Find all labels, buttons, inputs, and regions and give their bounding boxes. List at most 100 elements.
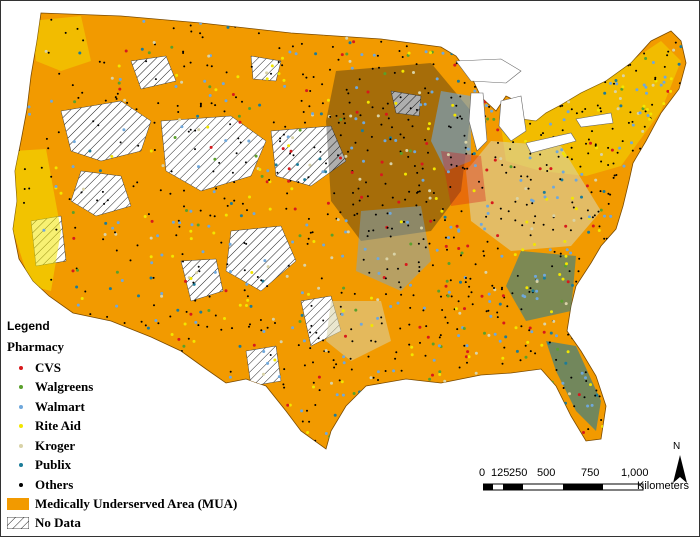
pharmacy-point — [149, 149, 153, 153]
pharmacy-point — [634, 349, 636, 352]
pharmacy-point — [504, 91, 506, 94]
pharmacy-point — [551, 265, 554, 268]
pharmacy-point — [183, 205, 185, 208]
pharmacy-point — [420, 162, 424, 166]
pharmacy-point — [574, 88, 577, 92]
pharmacy-point — [114, 231, 116, 234]
pharmacy-point — [662, 116, 665, 119]
pharmacy-point — [573, 405, 576, 408]
pharmacy-point — [147, 51, 151, 55]
pharmacy-point — [640, 179, 643, 182]
pharmacy-point — [677, 240, 680, 243]
pharmacy-point — [157, 102, 160, 105]
pharmacy-point — [524, 187, 528, 191]
pharmacy-point — [665, 259, 668, 262]
pharmacy-point — [425, 36, 427, 39]
pharmacy-point — [357, 187, 360, 190]
pharmacy-point — [199, 209, 202, 212]
pharmacy-point — [110, 155, 114, 158]
pharmacy-point — [446, 321, 449, 324]
pharmacy-point — [542, 276, 546, 280]
legend-label: Walgreens — [35, 379, 94, 395]
pharmacy-point — [525, 16, 528, 19]
pharmacy-point — [98, 60, 101, 63]
pharmacy-point — [673, 214, 677, 218]
pharmacy-point — [483, 331, 486, 335]
pharmacy-point — [341, 309, 345, 313]
pharmacy-point — [616, 151, 619, 154]
pharmacy-point — [263, 259, 267, 263]
pharmacy-point — [423, 102, 427, 106]
pharmacy-point — [396, 411, 399, 414]
pharmacy-point — [23, 201, 25, 204]
pharmacy-point — [572, 55, 575, 57]
pharmacy-point — [281, 64, 284, 67]
pharmacy-point — [208, 295, 211, 298]
pharmacy-point — [524, 344, 527, 347]
pharmacy-point — [641, 168, 644, 172]
pharmacy-point — [572, 218, 576, 222]
pharmacy-point — [401, 400, 404, 403]
pharmacy-point — [543, 377, 546, 380]
pharmacy-point — [509, 405, 513, 409]
pharmacy-point — [578, 305, 582, 308]
pharmacy-point — [404, 172, 407, 176]
pharmacy-point — [346, 416, 349, 419]
pharmacy-point — [363, 247, 367, 251]
pharmacy-point — [80, 191, 83, 194]
pharmacy-point — [542, 132, 544, 135]
pharmacy-point — [575, 26, 578, 29]
pharmacy-point — [192, 282, 196, 286]
pharmacy-point — [668, 436, 672, 440]
pharmacy-point — [352, 203, 355, 206]
pharmacy-point — [375, 393, 379, 397]
pharmacy-point — [140, 320, 143, 323]
pharmacy-point — [568, 436, 572, 440]
pharmacy-point — [371, 67, 374, 70]
pharmacy-point — [183, 65, 186, 68]
pharmacy-point — [548, 341, 551, 344]
pharmacy-point — [281, 147, 285, 151]
pharmacy-point — [114, 96, 117, 99]
pharmacy-point — [520, 42, 524, 46]
pharmacy-point — [653, 386, 657, 390]
pharmacy-point — [322, 339, 325, 342]
pharmacy-point — [92, 120, 95, 123]
pharmacy-point — [413, 413, 416, 416]
pharmacy-point — [247, 139, 251, 143]
pharmacy-point — [485, 310, 488, 313]
pharmacy-point — [663, 421, 666, 424]
pharmacy-point — [392, 252, 396, 256]
pharmacy-point — [308, 105, 311, 108]
pharmacy-point — [441, 208, 444, 210]
pharmacy-point — [661, 325, 663, 328]
pharmacy-point — [531, 113, 535, 117]
pharmacy-point — [541, 407, 544, 410]
pharmacy-point — [534, 215, 537, 218]
pharmacy-point — [333, 192, 336, 195]
pharmacy-point — [341, 393, 345, 397]
pharmacy-point — [540, 92, 543, 95]
pharmacy-point — [561, 152, 565, 155]
pharmacy-point — [633, 171, 636, 174]
pharmacy-point — [277, 61, 280, 63]
pharmacy-point — [20, 119, 24, 122]
pharmacy-point — [15, 132, 19, 136]
pharmacy-point — [115, 249, 118, 252]
legend-dot — [19, 463, 23, 468]
pharmacy-point — [675, 224, 678, 227]
pharmacy-point — [372, 229, 375, 232]
pharmacy-point — [181, 253, 184, 256]
pharmacy-point — [350, 66, 354, 70]
pharmacy-point — [277, 375, 281, 379]
pharmacy-point — [536, 32, 540, 36]
pharmacy-point — [330, 381, 333, 385]
pharmacy-point — [201, 250, 205, 254]
pharmacy-point — [444, 236, 447, 239]
pharmacy-point — [580, 371, 584, 375]
pharmacy-point — [358, 78, 361, 81]
pharmacy-point — [106, 199, 109, 202]
pharmacy-point — [585, 142, 587, 145]
pharmacy-point — [51, 312, 54, 315]
